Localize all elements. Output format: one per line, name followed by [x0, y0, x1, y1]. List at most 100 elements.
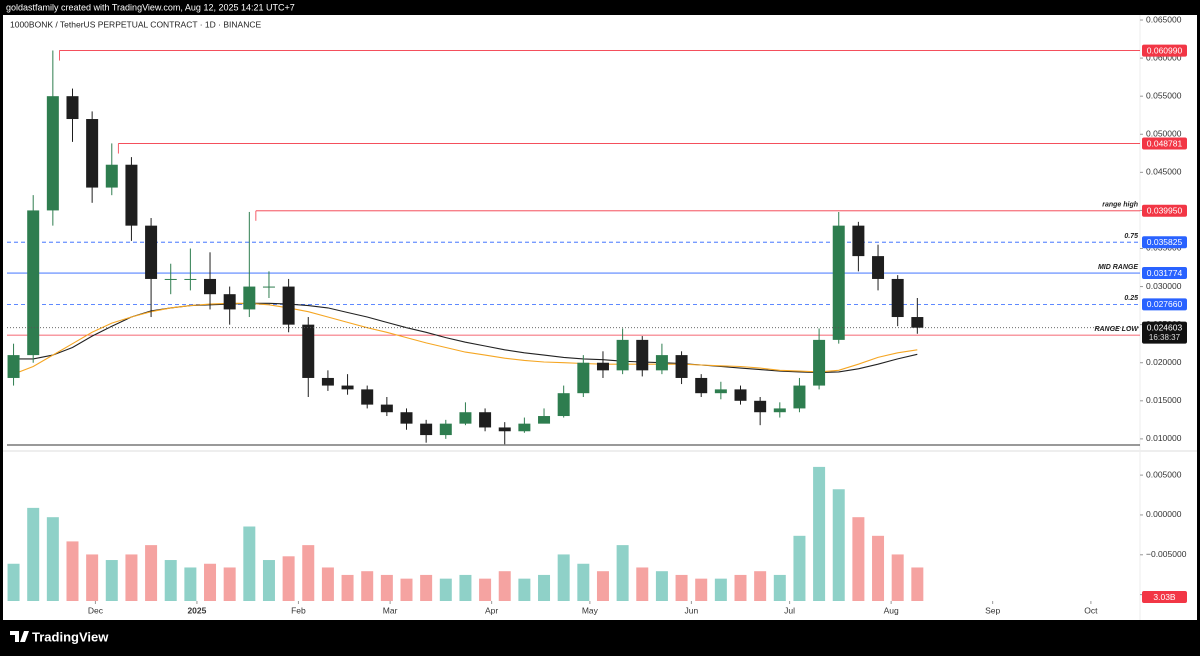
volume-bar — [164, 560, 177, 601]
volume-tick-label: −0.005000 — [1146, 549, 1187, 559]
candle-body — [262, 286, 275, 288]
candle-body — [184, 278, 197, 280]
candle-body — [832, 225, 845, 340]
price-badge-label: 0.048781 — [1147, 138, 1183, 148]
level-note: MID RANGE — [1098, 264, 1138, 271]
candle-body — [302, 324, 315, 378]
price-badge-label: 0.060990 — [1147, 45, 1183, 55]
price-badge — [1142, 267, 1187, 280]
volume-bar — [596, 571, 609, 601]
candle-body — [675, 355, 688, 378]
price-badge — [1142, 204, 1187, 217]
candle-body — [341, 385, 354, 390]
candle-body — [538, 416, 551, 424]
chart-title: 1000BONK / TetherUS PERPETUAL CONTRACT ·… — [10, 19, 261, 29]
volume-bar — [262, 560, 275, 601]
volume-bar — [46, 517, 59, 601]
volume-bar — [7, 563, 20, 601]
candle-body — [891, 278, 904, 318]
candle-body — [27, 210, 40, 356]
volume-bar — [439, 578, 452, 601]
volume-bar — [282, 556, 295, 601]
candle-body — [479, 412, 492, 428]
candle-body — [439, 423, 452, 436]
candle-body — [793, 385, 806, 409]
y-tick-label: 0.020000 — [1146, 357, 1182, 367]
volume-bar — [891, 554, 904, 601]
candle-body — [734, 389, 747, 401]
x-tick-label: Jul — [784, 605, 795, 615]
candle-body — [459, 412, 472, 424]
volume-bar — [243, 526, 256, 601]
logo-text: TradingView — [32, 629, 109, 644]
volume-bar — [813, 466, 826, 601]
level-note: 0.75 — [1124, 233, 1138, 240]
level-note: RANGE LOW — [1094, 326, 1139, 333]
candle-body — [557, 393, 570, 417]
volume-bar — [302, 545, 315, 601]
price-badge-label: 0.027660 — [1147, 299, 1183, 309]
price-badge-label: 0.035825 — [1147, 237, 1183, 247]
volume-bar — [341, 574, 354, 601]
x-tick-label: May — [582, 605, 599, 615]
candle-body — [872, 256, 885, 279]
volume-bar — [773, 574, 786, 601]
volume-bar — [911, 567, 924, 601]
volume-bar — [459, 574, 472, 601]
volume-bar — [400, 578, 413, 601]
volume-bar — [380, 574, 393, 601]
candle-body — [636, 339, 649, 371]
chart-area — [3, 15, 1197, 620]
candle-body — [46, 96, 59, 211]
candle-body — [773, 408, 786, 413]
candle-body — [86, 119, 99, 188]
x-tick-label: Sep — [985, 605, 1000, 615]
y-tick-label: 0.015000 — [1146, 395, 1182, 405]
price-badge — [1142, 236, 1187, 249]
candle-body — [754, 400, 767, 413]
candle-body — [223, 294, 236, 310]
y-tick-label: 0.060000 — [1146, 52, 1182, 62]
volume-bar — [616, 545, 629, 601]
price-badge — [1142, 44, 1187, 57]
x-tick-label: Oct — [1084, 605, 1098, 615]
x-tick-label: Mar — [383, 605, 398, 615]
candle-body — [616, 339, 629, 371]
volume-bar — [321, 567, 334, 601]
volume-bar — [125, 554, 138, 601]
y-tick-label: 0.010000 — [1146, 433, 1182, 443]
candle-body — [420, 423, 433, 436]
candle-body — [380, 404, 393, 413]
candle-body — [321, 377, 334, 386]
volume-tick-label: 0.005000 — [1146, 469, 1182, 479]
candle-body — [145, 225, 158, 279]
volume-bar — [577, 563, 590, 601]
volume-bar — [204, 563, 217, 601]
logo: TradingView — [10, 629, 109, 644]
volume-bar — [184, 567, 197, 601]
candle-body — [577, 362, 590, 394]
candle-body — [695, 377, 708, 394]
candle-body — [105, 164, 118, 188]
price-badge — [1142, 298, 1187, 311]
candle-body — [498, 427, 511, 432]
candle-body — [164, 278, 177, 280]
volume-bar — [754, 571, 767, 601]
volume-bar — [86, 554, 99, 601]
volume-bar — [479, 578, 492, 601]
volume-bar — [557, 554, 570, 601]
volume-bar — [420, 574, 433, 601]
candle-body — [361, 389, 374, 405]
volume-badge — [1142, 591, 1187, 603]
candle-body — [204, 278, 217, 295]
countdown: 16:38:37 — [1149, 333, 1181, 342]
volume-bar — [793, 535, 806, 601]
candle-body — [911, 317, 924, 328]
volume-bar — [734, 574, 747, 601]
level-note: 0.25 — [1124, 295, 1138, 302]
volume-bar — [538, 574, 551, 601]
last-price-badge — [1142, 321, 1187, 344]
candle-body — [852, 225, 865, 257]
volume-bar — [66, 541, 79, 601]
